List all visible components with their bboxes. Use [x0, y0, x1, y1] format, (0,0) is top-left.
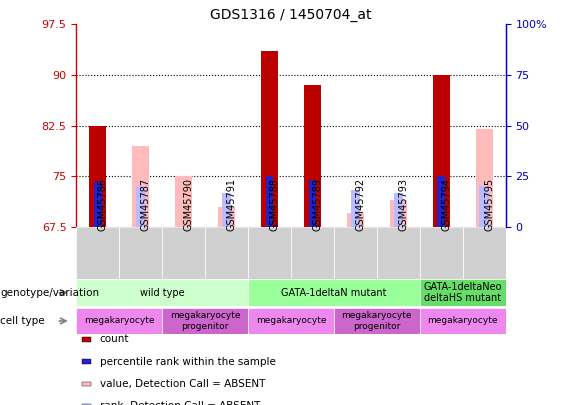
Title: GDS1316 / 1450704_at: GDS1316 / 1450704_at	[210, 8, 372, 22]
Bar	[420, 227, 463, 279]
Text: value, Detection Call = ABSENT: value, Detection Call = ABSENT	[100, 379, 265, 389]
Text: GSM45792: GSM45792	[355, 178, 366, 231]
Text: GSM45793: GSM45793	[398, 178, 408, 231]
Bar	[334, 227, 377, 279]
Bar	[334, 308, 420, 334]
Text: wild type: wild type	[140, 288, 184, 298]
Bar	[433, 75, 450, 227]
Text: rank, Detection Call = ABSENT: rank, Detection Call = ABSENT	[100, 401, 260, 405]
Bar	[480, 186, 489, 227]
Bar	[347, 213, 364, 227]
Bar	[76, 279, 248, 306]
Bar	[175, 176, 192, 227]
Bar	[205, 227, 248, 279]
Bar	[119, 227, 162, 279]
Text: GATA-1deltaNeo
deltaHS mutant: GATA-1deltaNeo deltaHS mutant	[424, 282, 502, 303]
Text: GSM45791: GSM45791	[227, 178, 237, 231]
Bar	[76, 308, 162, 334]
Bar	[248, 308, 334, 334]
Text: GSM45795: GSM45795	[484, 178, 494, 231]
Bar	[351, 190, 360, 227]
Text: GSM45790: GSM45790	[184, 178, 194, 231]
Bar	[420, 308, 506, 334]
Text: count: count	[100, 335, 129, 344]
Bar	[136, 186, 145, 227]
Text: GSM45789: GSM45789	[312, 178, 323, 231]
Bar	[308, 179, 316, 227]
Text: megakaryocyte: megakaryocyte	[428, 316, 498, 326]
Bar	[463, 227, 506, 279]
Bar	[76, 227, 119, 279]
Bar	[162, 227, 205, 279]
Text: genotype/variation: genotype/variation	[0, 288, 99, 298]
Text: cell type: cell type	[0, 316, 45, 326]
Bar	[89, 126, 106, 227]
Bar	[218, 207, 235, 227]
Bar	[266, 176, 273, 227]
Bar	[420, 279, 506, 306]
Bar	[248, 279, 420, 306]
Text: GATA-1deltaN mutant: GATA-1deltaN mutant	[281, 288, 386, 298]
Bar	[94, 181, 102, 227]
Bar	[222, 193, 231, 227]
Bar	[261, 51, 278, 227]
Text: megakaryocyte: megakaryocyte	[84, 316, 154, 326]
Bar	[390, 200, 407, 227]
Bar	[377, 227, 420, 279]
Text: percentile rank within the sample: percentile rank within the sample	[100, 357, 276, 367]
Bar	[132, 146, 149, 227]
Text: GSM45787: GSM45787	[141, 178, 151, 231]
Bar	[437, 176, 445, 227]
Bar	[248, 227, 291, 279]
Bar	[394, 193, 403, 227]
Bar	[304, 85, 321, 227]
Text: megakaryocyte: megakaryocyte	[256, 316, 326, 326]
Text: megakaryocyte
progenitor: megakaryocyte progenitor	[170, 311, 240, 330]
Text: megakaryocyte
progenitor: megakaryocyte progenitor	[342, 311, 412, 330]
Text: GSM45788: GSM45788	[270, 178, 280, 231]
Bar	[291, 227, 334, 279]
Text: GSM45786: GSM45786	[98, 178, 108, 231]
Bar	[476, 129, 493, 227]
Text: GSM45794: GSM45794	[441, 178, 451, 231]
Bar	[162, 308, 248, 334]
